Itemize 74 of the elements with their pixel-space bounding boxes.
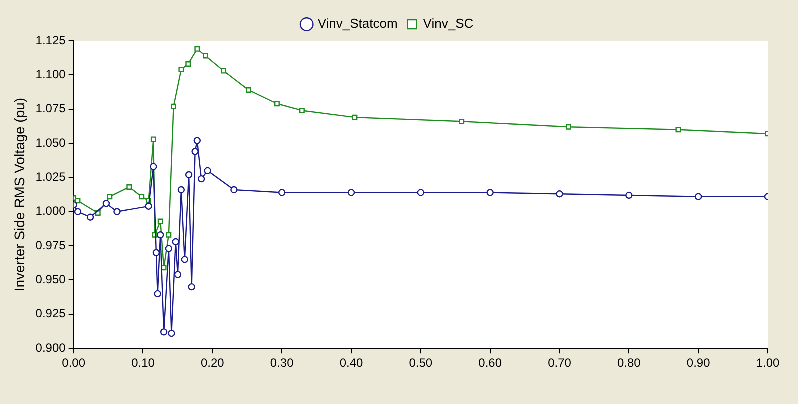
point [157,232,164,239]
point [165,245,173,252]
point [126,184,132,190]
point [188,283,196,291]
x-tick-label: 0.40 [340,356,364,370]
y-tick-label: 0.950 [36,272,66,287]
y-tick-label: 1.100 [36,67,66,82]
point [166,232,172,238]
point [152,249,160,256]
point [74,208,82,216]
point [348,189,356,196]
point [299,108,305,114]
x-tick-label: 0.80 [617,356,642,370]
y-tick-label: 0.925 [36,306,66,321]
point [676,127,682,133]
x-tick-label: 0.90 [686,356,711,370]
point [150,163,158,170]
point [181,256,188,264]
point [192,148,199,156]
point [246,87,252,93]
point [203,53,208,59]
point [459,118,465,124]
y-tick-label: 1.125 [36,33,66,48]
x-tick-label: 0.50 [409,356,433,370]
point [158,218,164,224]
point [114,208,121,216]
point [107,194,113,200]
y-tick-label: 1.075 [36,102,66,116]
legend-label: Vinv_SC [423,16,474,32]
point [486,189,494,196]
point [139,194,145,200]
point [186,62,192,67]
point [230,186,238,194]
point [75,198,81,204]
x-tick-label: 1.00 [756,356,780,370]
y-tick-label: 1.050 [36,136,66,150]
point [566,124,572,130]
x-tick-label: 0.10 [132,356,156,370]
point [150,136,156,142]
point [172,238,180,246]
point [178,186,186,194]
point [174,271,182,278]
y-tick-label: 1.000 [36,204,66,218]
y-axis-title: Inverter Side RMS Voltage (pu) [11,98,28,292]
point [694,193,702,200]
point [154,290,162,298]
point [160,328,168,336]
point [145,202,152,210]
legend-label: Vinv_Statcom [318,16,398,32]
point [171,104,177,110]
point [168,330,176,338]
point [178,66,184,72]
point [198,175,206,183]
x-tick-label: 0.60 [478,356,502,370]
x-tick-label: 0.70 [548,356,572,370]
point [278,189,286,196]
y-tick-label: 0.900 [36,340,66,355]
x-tick-label: 0.30 [270,356,294,370]
point [194,46,200,52]
point [626,192,633,200]
point [417,189,425,196]
point [194,137,201,144]
y-tick-label: 0.975 [36,238,66,252]
point [102,200,110,208]
x-tick-label: 0.00 [62,356,86,370]
point [221,68,226,74]
point [556,190,564,198]
point [185,171,193,179]
point [274,101,280,107]
y-tick-label: 1.025 [36,170,66,184]
point [204,167,212,174]
point [86,214,94,221]
point [352,114,358,120]
x-tick-label: 0.20 [200,356,225,370]
